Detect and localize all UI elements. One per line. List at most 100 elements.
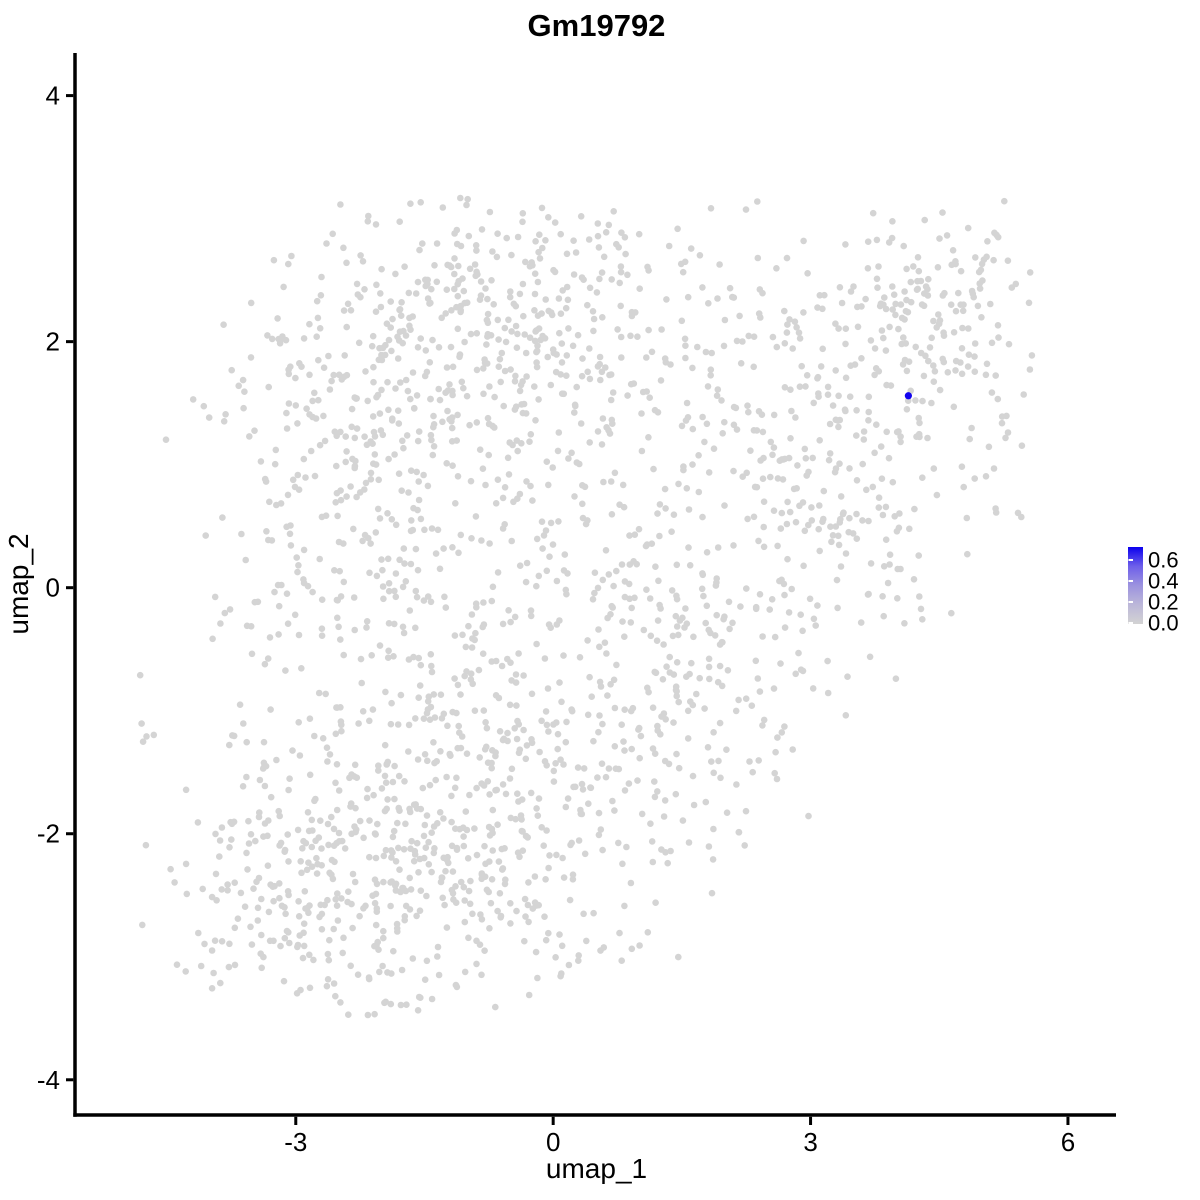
cell-point — [345, 888, 352, 895]
cell-point — [228, 366, 235, 374]
cell-point — [462, 643, 470, 651]
cell-point — [285, 929, 292, 936]
cell-point — [836, 284, 844, 291]
cell-point — [350, 594, 358, 601]
cell-point — [601, 639, 609, 646]
cell-point — [873, 236, 881, 244]
x-axis-ticks: -3 0 3 6 — [284, 1116, 1075, 1157]
cell-point — [397, 1001, 405, 1009]
cell-point — [216, 853, 223, 860]
cell-point — [971, 340, 979, 347]
cell-point — [982, 473, 990, 480]
cell-point — [443, 286, 451, 294]
cell-point — [471, 636, 479, 644]
cell-point — [329, 875, 337, 883]
cell-point — [702, 798, 710, 806]
cell-point — [412, 587, 420, 595]
cell-point — [627, 879, 635, 887]
cell-point — [463, 826, 471, 834]
cell-point — [361, 286, 368, 293]
cell-point — [845, 528, 852, 536]
cell-point — [377, 303, 385, 311]
cell-point — [790, 485, 798, 493]
cell-point — [957, 359, 964, 366]
cell-point — [369, 706, 377, 713]
cell-point — [294, 471, 302, 479]
cell-point — [824, 383, 832, 391]
cell-point — [501, 880, 509, 888]
cell-point — [397, 691, 405, 699]
cell-point — [423, 368, 431, 376]
cell-point — [333, 432, 341, 440]
cell-point — [315, 689, 323, 697]
cell-point — [449, 363, 457, 371]
cell-point — [388, 516, 396, 523]
cell-point — [319, 735, 327, 742]
scatter-points-layer — [136, 194, 1036, 1019]
cell-point — [407, 845, 414, 852]
cell-point — [777, 660, 784, 667]
cell-point — [261, 782, 269, 790]
cell-point — [889, 283, 896, 290]
cell-point — [387, 1000, 395, 1008]
cell-point — [471, 707, 479, 714]
cell-point — [875, 263, 882, 270]
cell-point — [759, 475, 767, 483]
cell-point — [654, 510, 661, 517]
cell-point — [446, 262, 453, 269]
cell-point — [569, 342, 577, 350]
cell-point — [835, 392, 842, 400]
cell-point — [586, 439, 593, 446]
cell-point — [486, 925, 493, 932]
cell-point — [538, 518, 546, 525]
cell-point — [364, 397, 372, 405]
cell-point — [423, 957, 431, 965]
cell-point — [296, 932, 304, 939]
cell-point — [842, 550, 850, 557]
cell-point — [406, 607, 414, 614]
cell-point — [171, 879, 178, 886]
cell-point — [347, 803, 354, 810]
cell-point — [611, 469, 619, 477]
cell-point — [910, 263, 917, 270]
cell-point — [696, 674, 703, 682]
cell-point — [254, 904, 262, 912]
cell-point — [952, 307, 960, 315]
cell-point — [570, 237, 577, 244]
cell-point — [410, 504, 417, 512]
cell-point — [438, 715, 446, 722]
cell-point — [370, 363, 377, 371]
cell-point — [699, 571, 707, 579]
cell-point — [285, 370, 293, 378]
cell-point — [506, 775, 514, 782]
cell-point — [950, 403, 958, 411]
cell-point — [435, 385, 443, 393]
cell-point — [461, 968, 469, 976]
cell-point — [439, 204, 447, 211]
cell-point — [688, 659, 695, 667]
cell-point — [202, 532, 209, 539]
cell-point — [901, 288, 908, 295]
cell-point — [333, 489, 341, 497]
cell-point — [472, 600, 480, 607]
cell-point — [488, 277, 495, 284]
cell-point — [424, 757, 431, 765]
cell-point — [226, 606, 234, 613]
cell-point — [395, 420, 403, 427]
cell-point — [952, 367, 959, 374]
cell-point — [240, 404, 247, 412]
cell-point — [517, 812, 525, 819]
cell-point — [428, 868, 435, 876]
cell-point — [270, 256, 278, 264]
cell-point — [267, 706, 274, 713]
cell-point — [486, 832, 494, 839]
cell-point — [455, 262, 462, 270]
cell-point — [599, 720, 606, 728]
cell-point — [894, 595, 901, 602]
cell-point — [379, 431, 387, 439]
cell-point — [513, 344, 521, 352]
cell-point — [444, 722, 451, 730]
cell-point — [231, 879, 238, 886]
cell-point — [656, 601, 663, 609]
cell-point — [417, 994, 424, 1001]
